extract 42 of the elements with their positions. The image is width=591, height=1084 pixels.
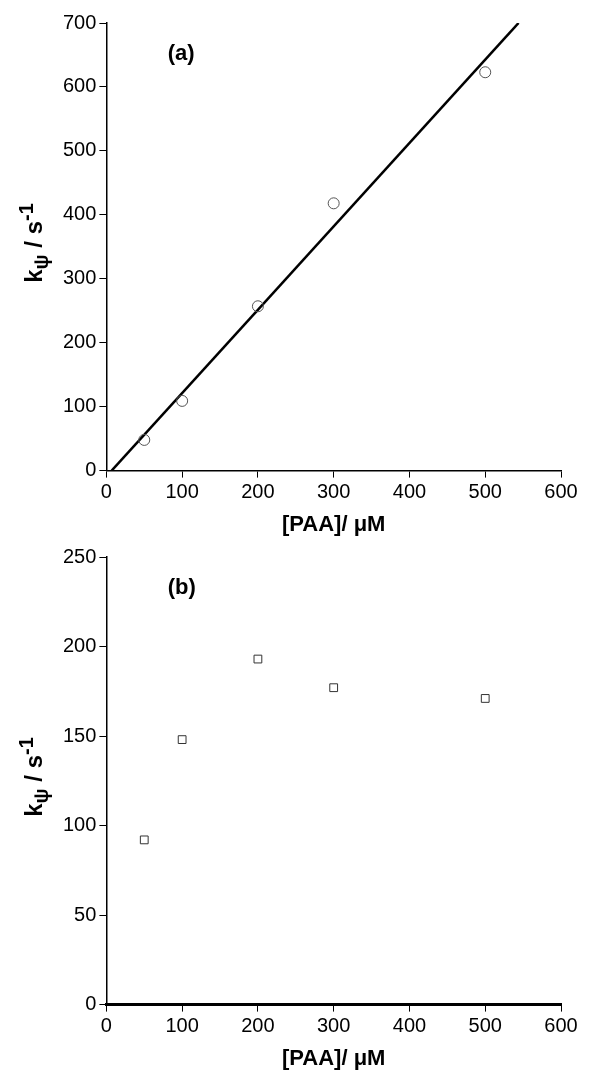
point [139, 835, 149, 845]
point [253, 654, 263, 664]
x-tick-label: 0 [100, 480, 112, 503]
y-tick-label: 500 [62, 138, 97, 161]
annotation: (b) [167, 574, 196, 600]
y-tick-label: 400 [62, 202, 97, 225]
x-axis-title: [PAA]/ μM [281, 510, 386, 536]
y-tick-label: 100 [62, 813, 97, 836]
x-tick-label: 500 [468, 480, 502, 503]
point [479, 66, 492, 79]
x-axis-title: [PAA]/ μM [281, 1044, 386, 1070]
x-tick-label: 100 [165, 480, 199, 503]
point [329, 683, 339, 693]
y-tick-label: 200 [62, 330, 97, 353]
y-tick-label: 300 [62, 266, 97, 289]
x-tick-label: 600 [544, 1014, 578, 1037]
point [176, 394, 189, 407]
y-tick-label: 250 [62, 544, 97, 567]
x-tick-label: 400 [392, 1014, 427, 1037]
x-tick-label: 600 [544, 480, 578, 503]
x-tick-label: 200 [241, 1014, 275, 1037]
x-tick-label: 500 [468, 1014, 502, 1037]
y-tick-label: 150 [62, 723, 97, 746]
y-tick-label: 700 [62, 10, 97, 33]
point [480, 694, 490, 703]
y-tick-label: 0 [85, 992, 97, 1015]
y-tick-label: 200 [62, 634, 97, 657]
x-tick-label: 400 [392, 480, 427, 503]
point [251, 300, 264, 313]
point [138, 433, 151, 446]
y-tick-label: 0 [85, 458, 97, 481]
point [177, 735, 187, 745]
y-tick-label: 600 [62, 74, 97, 97]
annotation: (a) [167, 40, 195, 66]
y-tick-label: 50 [74, 902, 97, 925]
x-tick-label: 100 [165, 1014, 199, 1037]
x-tick-label: 300 [317, 1014, 351, 1037]
point [327, 197, 340, 210]
x-tick-label: 300 [317, 480, 351, 503]
x-tick-label: 200 [241, 480, 275, 503]
x-tick-label: 0 [100, 1014, 112, 1037]
y-tick-label: 100 [62, 394, 97, 417]
